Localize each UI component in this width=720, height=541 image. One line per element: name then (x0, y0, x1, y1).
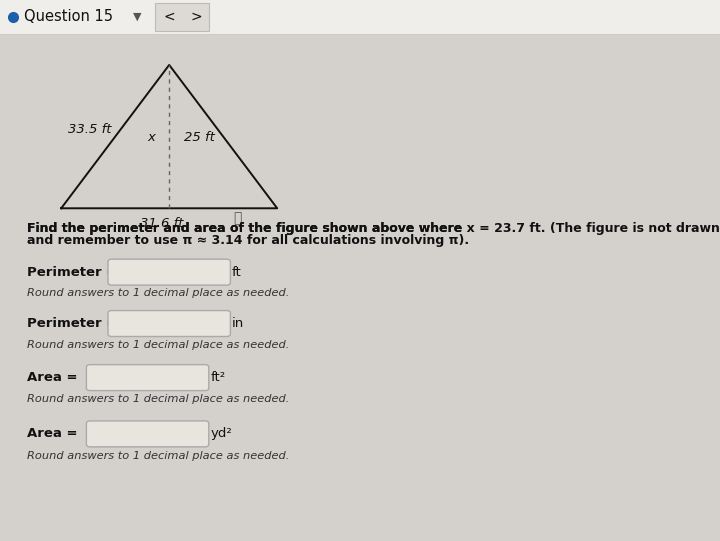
FancyBboxPatch shape (86, 365, 209, 391)
Text: Round answers to 1 decimal place as needed.: Round answers to 1 decimal place as need… (27, 288, 289, 298)
Text: 25 ft: 25 ft (184, 131, 215, 144)
Text: Round answers to 1 decimal place as needed.: Round answers to 1 decimal place as need… (27, 340, 289, 349)
FancyBboxPatch shape (155, 3, 209, 31)
Text: Area =: Area = (27, 427, 78, 440)
FancyBboxPatch shape (108, 259, 230, 285)
Text: 33.5 ft: 33.5 ft (68, 123, 112, 136)
Text: Find the perimeter and area of the figure shown above where: Find the perimeter and area of the figur… (27, 222, 467, 235)
FancyBboxPatch shape (86, 421, 209, 447)
Text: ▼: ▼ (132, 12, 141, 22)
FancyBboxPatch shape (108, 311, 230, 337)
Text: >: > (190, 10, 202, 24)
Text: x: x (147, 131, 155, 144)
Text: in: in (232, 317, 244, 330)
Bar (0, 0, 720, 34)
Text: Find the perimeter and area of the figure shown above where ​​​​​​​​​​​​​​​​​​​​: Find the perimeter and area of the figur… (27, 222, 720, 235)
Text: <: < (163, 10, 175, 24)
Text: and remember to use π ≈ 3.14 for all calculations involving π).: and remember to use π ≈ 3.14 for all cal… (27, 234, 469, 247)
Text: Area =: Area = (27, 371, 78, 384)
Text: ⌕: ⌕ (233, 211, 242, 225)
Text: Perimeter =: Perimeter = (27, 266, 117, 279)
Text: yd²: yd² (210, 427, 232, 440)
Text: Perimeter =: Perimeter = (27, 317, 117, 330)
Text: ft: ft (232, 266, 242, 279)
Text: Question 15: Question 15 (24, 9, 114, 24)
Text: Round answers to 1 decimal place as needed.: Round answers to 1 decimal place as need… (27, 451, 289, 460)
Text: ft²: ft² (210, 371, 225, 384)
Text: 31.6 ft: 31.6 ft (140, 217, 184, 230)
Text: Round answers to 1 decimal place as needed.: Round answers to 1 decimal place as need… (27, 394, 289, 404)
